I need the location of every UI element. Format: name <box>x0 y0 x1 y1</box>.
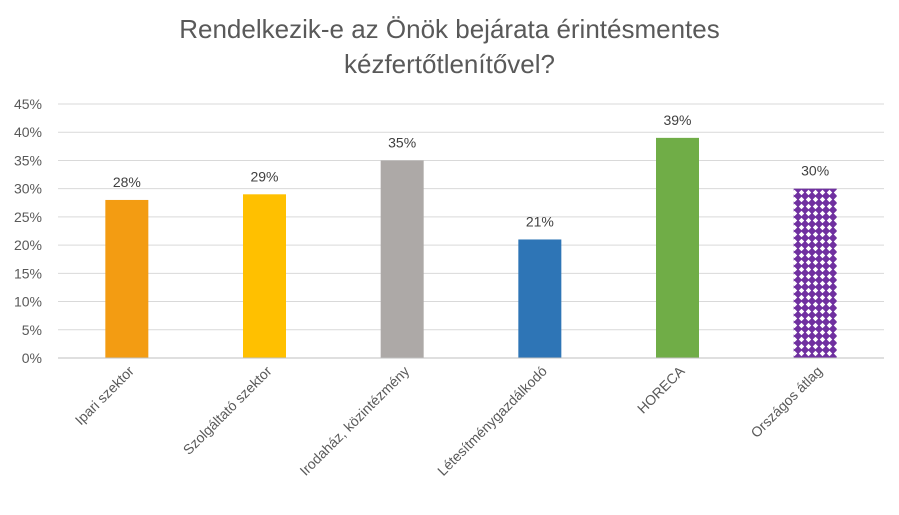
bar <box>518 239 562 358</box>
y-tick-label: 0% <box>22 350 42 366</box>
bar <box>793 188 837 358</box>
bar <box>380 160 424 358</box>
y-tick-label: 15% <box>14 265 42 281</box>
data-label: 30% <box>801 163 829 179</box>
y-tick-label: 35% <box>14 152 42 168</box>
chart-title: Rendelkezik-e az Önök bejárata érintésme… <box>0 12 899 82</box>
x-tick-label: Szolgáltató szektor <box>180 363 275 458</box>
y-tick-label: 10% <box>14 294 42 310</box>
data-label: 39% <box>663 112 691 128</box>
data-label: 29% <box>250 168 278 184</box>
bar <box>243 194 286 358</box>
y-tick-label: 5% <box>22 322 42 338</box>
chart-title-line-2: kézfertőtlenítővel? <box>343 49 555 79</box>
data-label: 35% <box>388 134 416 150</box>
x-tick-label: Létesítménygazdálkodó <box>434 363 550 479</box>
y-tick-label: 20% <box>14 237 42 253</box>
x-tick-label: Országos átlag <box>747 363 825 441</box>
y-tick-label: 30% <box>14 181 42 197</box>
bar <box>105 199 149 358</box>
x-tick-label: Irodaház, közintézmény <box>296 363 412 479</box>
y-tick-label: 45% <box>14 96 42 112</box>
chart-title-line-1: Rendelkezik-e az Önök bejárata érintésme… <box>179 14 720 44</box>
x-tick-label: Ipari szektor <box>72 363 137 428</box>
data-label: 28% <box>113 174 141 190</box>
y-tick-label: 40% <box>14 124 42 140</box>
x-tick-label: HORECA <box>634 362 688 416</box>
data-label: 21% <box>526 213 554 229</box>
bar <box>656 137 699 358</box>
y-tick-label: 25% <box>14 209 42 225</box>
